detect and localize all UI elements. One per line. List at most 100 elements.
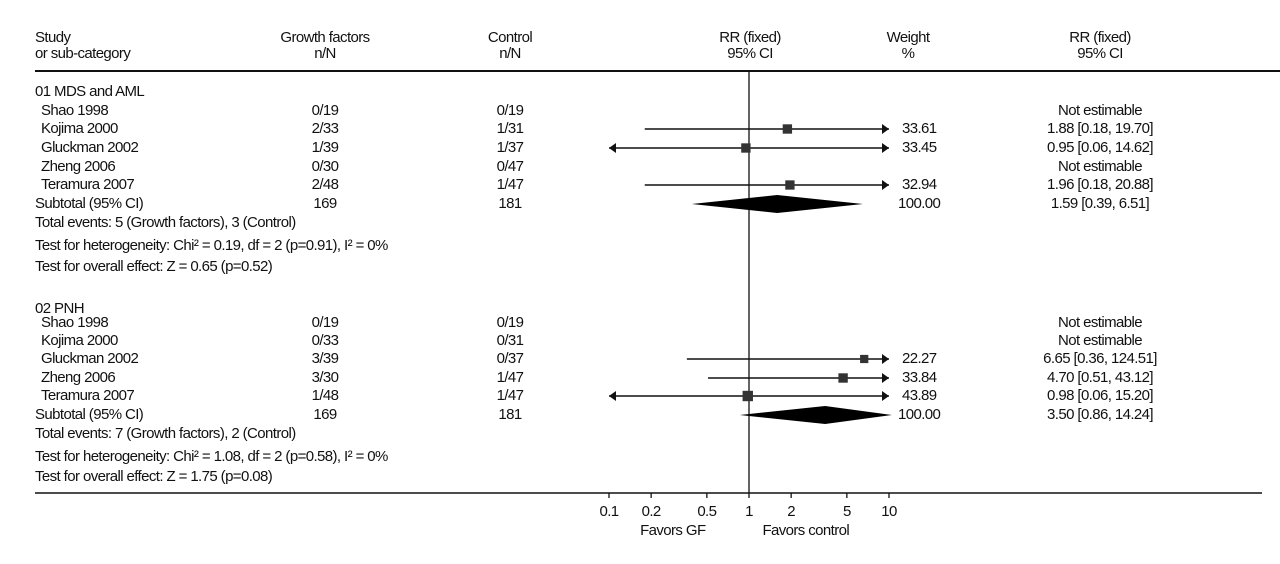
study-gf-events: 1/39 xyxy=(312,139,339,156)
x-tick-label: 0.2 xyxy=(642,503,661,520)
point-estimate-square xyxy=(741,143,751,153)
favors-gf-label: Favors GF xyxy=(640,522,706,539)
study-ci-text: Not estimable xyxy=(1058,158,1142,175)
study-gf-events: 3/39 xyxy=(312,350,339,367)
group-title: 01 MDS and AML xyxy=(35,83,144,100)
point-estimate-square xyxy=(860,354,869,364)
study-control-events: 0/19 xyxy=(497,102,524,119)
ci-arrow-right xyxy=(882,373,889,383)
subtotal-ci-text: 3.50 [0.86, 14.24] xyxy=(1047,406,1153,423)
study-control-events: 1/47 xyxy=(497,176,524,193)
x-tick-label: 1 xyxy=(745,503,753,520)
x-tick-label: 10 xyxy=(881,503,897,520)
study-ci-text: 0.98 [0.06, 15.20] xyxy=(1047,387,1153,404)
study-gf-events: 0/19 xyxy=(312,314,339,331)
study-ci-text: 1.88 [0.18, 19.70] xyxy=(1047,120,1153,137)
study-gf-events: 2/48 xyxy=(312,176,339,193)
header-rr-text: RR (fixed) xyxy=(1069,29,1131,46)
total-events: Total events: 7 (Growth factors), 2 (Con… xyxy=(35,425,296,442)
ci-arrow-right xyxy=(882,391,889,401)
subtotal-diamond xyxy=(691,195,863,213)
subtotal-label: Subtotal (95% CI) xyxy=(35,406,144,423)
study-control-events: 0/19 xyxy=(497,314,524,331)
subtotal-weight: 100.00 xyxy=(898,406,941,423)
subtotal-weight: 100.00 xyxy=(898,195,941,212)
point-estimate-square xyxy=(742,390,753,402)
study-control-events: 0/31 xyxy=(497,332,524,349)
study-ci-text: 4.70 [0.51, 43.12] xyxy=(1047,369,1153,386)
favors-control-label: Favors control xyxy=(762,522,849,539)
ci-arrow-right xyxy=(882,143,889,153)
header-rr-text: 95% CI xyxy=(1077,45,1123,62)
study-weight: 33.45 xyxy=(902,139,937,156)
ci-arrow-left xyxy=(609,391,616,401)
overall-effect-test: Test for overall effect: Z = 1.75 (p=0.0… xyxy=(35,468,273,485)
study-gf-events: 2/33 xyxy=(312,120,339,137)
study-gf-events: 0/19 xyxy=(312,102,339,119)
ci-arrow-right xyxy=(882,124,889,134)
group-title: 02 PNH xyxy=(35,300,84,317)
study-name: Kojima 2000 xyxy=(41,120,118,137)
subtotal-control-total: 181 xyxy=(498,195,521,212)
header-growth-factors: Growth factors xyxy=(280,29,369,46)
ci-arrow-right xyxy=(882,354,889,364)
header-growth-factors: n/N xyxy=(314,45,336,62)
study-gf-events: 3/30 xyxy=(312,369,339,386)
header-study: Study xyxy=(35,29,71,46)
x-tick-label: 0.5 xyxy=(697,503,716,520)
study-name: Gluckman 2002 xyxy=(41,139,139,156)
subtotal-label: Subtotal (95% CI) xyxy=(35,195,144,212)
study-weight: 22.27 xyxy=(902,350,937,367)
total-events: Total events: 5 (Growth factors), 3 (Con… xyxy=(35,214,296,231)
study-weight: 33.84 xyxy=(902,369,937,386)
point-estimate-square xyxy=(785,180,795,190)
header-rr-plot: RR (fixed) xyxy=(719,29,781,46)
study-name: Shao 1998 xyxy=(41,102,108,119)
study-control-events: 0/37 xyxy=(497,350,524,367)
ci-arrow-right xyxy=(882,180,889,190)
header-control: Control xyxy=(488,29,532,46)
study-name: Teramura 2007 xyxy=(41,387,134,404)
heterogeneity-test: Test for heterogeneity: Chi² = 1.08, df … xyxy=(35,448,388,465)
study-weight: 43.89 xyxy=(902,387,937,404)
study-gf-events: 0/30 xyxy=(312,158,339,175)
study-weight: 33.61 xyxy=(902,120,937,137)
study-ci-text: 0.95 [0.06, 14.62] xyxy=(1047,139,1153,156)
study-ci-text: Not estimable xyxy=(1058,332,1142,349)
heterogeneity-test: Test for heterogeneity: Chi² = 0.19, df … xyxy=(35,237,388,254)
ci-arrow-left xyxy=(609,143,616,153)
header-weight: % xyxy=(902,45,915,62)
subtotal-diamond xyxy=(739,406,892,424)
study-control-events: 0/47 xyxy=(497,158,524,175)
study-name: Teramura 2007 xyxy=(41,176,134,193)
study-ci-text: Not estimable xyxy=(1058,102,1142,119)
header-weight: Weight xyxy=(887,29,931,46)
study-ci-text: 6.65 [0.36, 124.51] xyxy=(1043,350,1157,367)
subtotal-ci-text: 1.59 [0.39, 6.51] xyxy=(1051,195,1150,212)
study-weight: 32.94 xyxy=(902,176,937,193)
x-tick-label: 0.1 xyxy=(599,503,618,520)
study-name: Zheng 2006 xyxy=(41,369,115,386)
study-control-events: 1/37 xyxy=(497,139,524,156)
study-gf-events: 1/48 xyxy=(312,387,339,404)
header-rr-plot: 95% CI xyxy=(727,45,773,62)
subtotal-gf-total: 169 xyxy=(313,406,336,423)
x-tick-label: 2 xyxy=(787,503,795,520)
study-name: Kojima 2000 xyxy=(41,332,118,349)
study-ci-text: 1.96 [0.18, 20.88] xyxy=(1047,176,1153,193)
study-gf-events: 0/33 xyxy=(312,332,339,349)
subtotal-control-total: 181 xyxy=(498,406,521,423)
point-estimate-square xyxy=(782,124,793,134)
header-study: or sub-category xyxy=(35,45,131,62)
x-tick-label: 5 xyxy=(843,503,851,520)
subtotal-gf-total: 169 xyxy=(313,195,336,212)
study-control-events: 1/47 xyxy=(497,387,524,404)
header-control: n/N xyxy=(499,45,521,62)
point-estimate-square xyxy=(838,373,848,383)
study-name: Gluckman 2002 xyxy=(41,350,139,367)
study-control-events: 1/47 xyxy=(497,369,524,386)
study-name: Shao 1998 xyxy=(41,314,108,331)
overall-effect-test: Test for overall effect: Z = 0.65 (p=0.5… xyxy=(35,258,273,275)
study-control-events: 1/31 xyxy=(497,120,524,137)
